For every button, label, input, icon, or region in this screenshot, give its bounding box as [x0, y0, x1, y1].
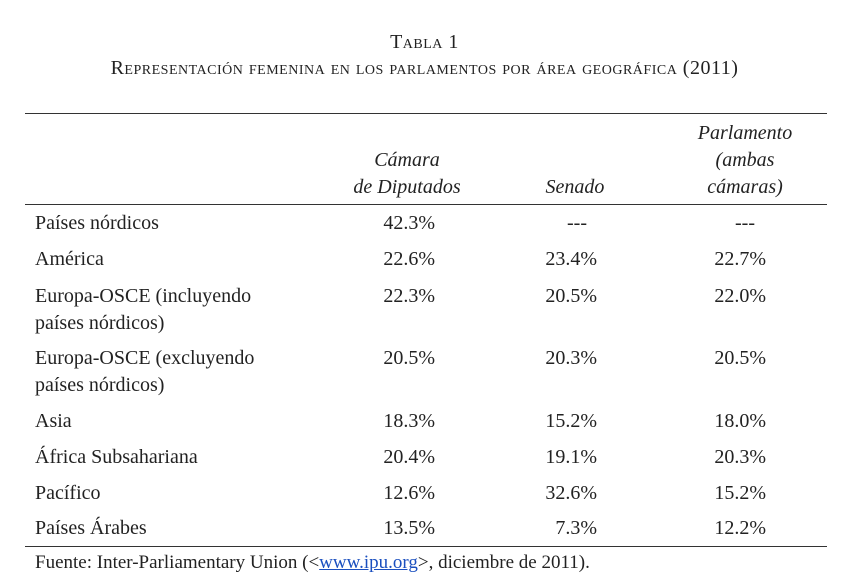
column-header: cámaras) [707, 176, 783, 198]
row-label: Europa-OSCE (excluyendo [35, 347, 255, 369]
row-label: países nórdicos) [35, 312, 165, 334]
row-label: África Subsahariana [35, 446, 198, 468]
table-cell: 23.4% [545, 248, 597, 270]
column-header: Senado [545, 176, 605, 198]
table-cell: 22.0% [714, 285, 766, 307]
table-number: Tabla 1 [390, 31, 459, 53]
top-rule [25, 113, 827, 114]
table-cell: 22.6% [383, 248, 435, 270]
source-text: Fuente: Inter-Parliamentary Union (< [35, 552, 320, 573]
column-header: de Diputados [353, 176, 461, 198]
source-text: >, diciembre de 2011). [417, 552, 590, 573]
table-cell: 20.5% [545, 285, 597, 307]
row-label: Asia [35, 410, 72, 432]
table-cell: 18.0% [714, 410, 766, 432]
table-cell: 19.1% [545, 446, 597, 468]
table-cell: --- [735, 212, 755, 234]
column-header: Cámara [374, 149, 440, 171]
row-label: países nórdicos) [35, 374, 165, 396]
table-cell: 32.6% [545, 482, 597, 504]
table-cell: 13.5% [383, 517, 435, 539]
table-cell: 20.5% [383, 347, 435, 369]
table-cell: 20.4% [383, 446, 435, 468]
table-cell: 12.6% [383, 482, 435, 504]
table-cell: 22.3% [383, 285, 435, 307]
table-cell: 18.3% [383, 410, 435, 432]
table-cell: 12.2% [714, 517, 766, 539]
table-cell: 20.3% [714, 446, 766, 468]
table-cell: 22.7% [714, 248, 766, 270]
table-cell: 20.5% [714, 347, 766, 369]
bottom-rule [25, 546, 827, 547]
column-header: Parlamento [697, 122, 793, 144]
table-cell: --- [567, 212, 587, 234]
table-cell: 42.3% [383, 212, 435, 234]
row-label: Pacífico [35, 482, 101, 504]
row-label: América [35, 248, 104, 270]
table-cell: 20.3% [545, 347, 597, 369]
source-link[interactable]: www.ipu.org [319, 552, 418, 573]
source-note: Fuente: Inter-Parliamentary Union (<www.… [35, 549, 590, 576]
table-cell: 15.2% [545, 410, 597, 432]
table-cell: 7.3% [555, 517, 597, 539]
row-label: Países nórdicos [35, 212, 159, 234]
row-label: Países Árabes [35, 517, 147, 539]
row-label: Europa-OSCE (incluyendo [35, 285, 252, 307]
table-title: Representación femenina en los parlament… [110, 57, 739, 79]
header-rule [25, 204, 827, 205]
column-header: (ambas [715, 149, 775, 171]
table-cell: 15.2% [714, 482, 766, 504]
